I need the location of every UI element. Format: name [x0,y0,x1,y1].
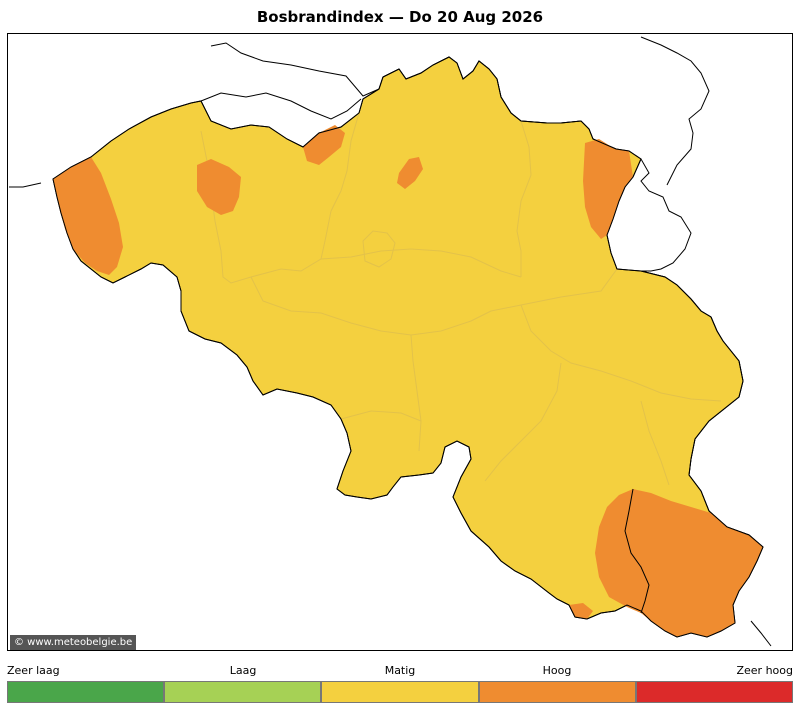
legend-color-bar [7,681,794,703]
france-south-border [750,620,772,647]
west-coast-stub [9,182,42,188]
hoog-hotspots [53,125,763,637]
northeast-coast [640,36,710,186]
hotspot-north-coast [303,125,345,165]
province-line-brabant-north [250,248,522,278]
legend-swatch-zeer-hoog [635,681,794,703]
legend-swatch-hoog [478,681,636,703]
hotspot-luxembourg [595,489,763,637]
hotspot-west-coast [53,157,123,275]
legend-label-hoog: Hoog [542,664,572,677]
province-line-lux [484,362,562,482]
legend-labels: Zeer laag Laag Matig Hoog Zeer hoog [7,664,793,678]
hotspot-south-tip [569,603,593,619]
hotspot-west-flanders [197,159,241,215]
province-line-namur [410,334,422,452]
legend-label-zeer-hoog: Zeer hoog [736,664,793,677]
hotspot-limburg [583,139,633,239]
province-line-southwest [340,410,422,422]
province-line-liege [520,304,722,402]
legend-label-zeer-laag: Zeer laag [7,664,60,677]
hotspot-antwerp [397,157,423,189]
legend-swatch-zeer-laag [7,681,165,703]
legend-swatch-laag [164,681,322,703]
province-line-hainaut [250,268,618,336]
belgium-fire-index-map [9,36,772,647]
luxembourg-border [624,488,650,614]
belgium-outline [52,56,764,638]
province-boundaries [200,112,722,486]
map-panel [7,33,793,651]
province-line-ovl-antw [320,112,360,260]
copyright-credit: © www.meteobelgie.be [10,635,137,650]
province-line-antw-limb [516,120,532,277]
map-title: Bosbrandindex — Do 20 Aug 2026 [256,8,544,26]
legend-label-laag: Laag [229,664,257,677]
legend-swatch-matig [321,681,479,703]
legend-label-matig: Matig [384,664,416,677]
coast-inlet [200,92,362,120]
province-line-lux-east [640,400,670,486]
brussels-outline [362,230,396,268]
